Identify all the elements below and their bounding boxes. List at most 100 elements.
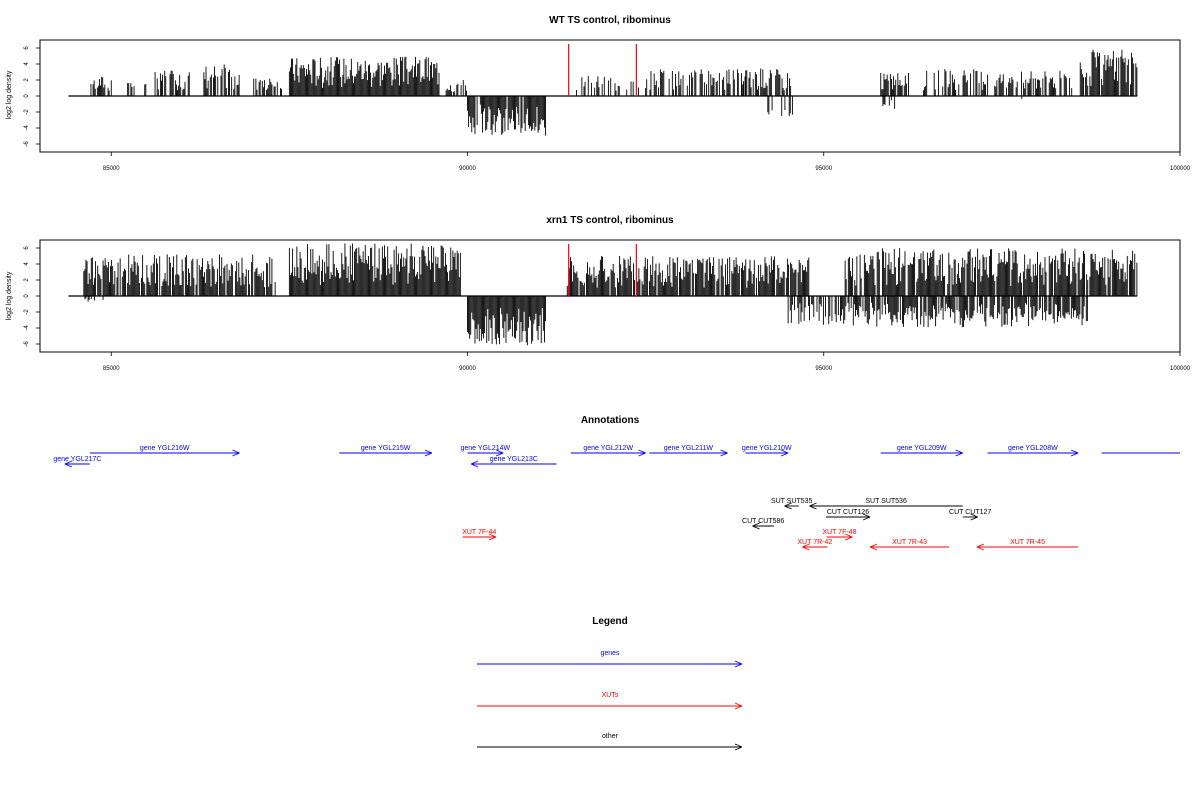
feature-label: gene YGL209W [897, 445, 947, 452]
arrowhead [638, 452, 646, 457]
annotation-feature: gene YGL215W [339, 445, 433, 457]
arrowhead [720, 452, 728, 457]
arrowhead [488, 536, 497, 541]
arrowhead [809, 502, 817, 507]
y-tick-label: 2 [24, 278, 30, 282]
arrowhead [638, 449, 646, 454]
x-tick-label: 85000 [103, 166, 120, 172]
arrowhead [970, 513, 978, 518]
y-tick-label: -4 [24, 125, 30, 131]
legend-title: Legend [592, 616, 628, 627]
annotation-feature: CUT CUT127 [949, 509, 991, 521]
arrowhead [64, 463, 73, 468]
feature-label: XUT 7F-48 [822, 529, 856, 536]
arrowhead [720, 449, 728, 454]
density-bars [83, 243, 1138, 346]
y-axis-label: log2 log density [6, 271, 13, 320]
annotations-panel: Annotations gene YGL216W gene YGL217C gene… [53, 415, 1180, 551]
arrowhead [1070, 452, 1079, 457]
arrowhead [869, 543, 878, 548]
x-tick-label: 95000 [815, 366, 832, 372]
annotation-feature: SUT SUT536 [809, 498, 963, 510]
arrowhead [232, 449, 240, 454]
annotation-feature: gene YGL209W [880, 445, 963, 457]
panel-1: WT TS control, ribominus log2 log density… [6, 15, 1191, 172]
arrowhead [955, 452, 963, 457]
arrowhead [734, 743, 743, 748]
feature-label: gene YGL213C [490, 456, 538, 463]
x-tick-label: 100000 [1170, 166, 1191, 172]
annotation-feature: XUT 7R-43 [869, 539, 950, 551]
feature-label: CUT CUT586 [742, 518, 784, 525]
arrowhead [470, 460, 479, 465]
feature-label: SUT SUT536 [865, 498, 907, 505]
feature-label: gene YGL217C [53, 456, 101, 463]
arrowhead [424, 452, 433, 457]
arrowhead [734, 660, 743, 665]
y-tick-label: 4 [24, 62, 30, 66]
feature-label: gene YGL215W [361, 445, 411, 452]
legend-label: other [602, 733, 619, 740]
arrowhead [488, 533, 497, 538]
arrowhead [734, 702, 743, 707]
arrowhead [802, 546, 810, 551]
arrowhead [862, 516, 871, 521]
arrowhead [752, 522, 760, 527]
annotation-feature: gene YGL210W [742, 445, 792, 457]
arrowhead [955, 449, 963, 454]
annotation-feature: XUT 7F-44 [462, 529, 497, 541]
y-tick-label: 2 [24, 78, 30, 82]
annotation-feature: gene YGL212W [570, 445, 646, 457]
feature-label: CUT CUT127 [949, 509, 991, 516]
y-tick-label: 4 [24, 262, 30, 266]
feature-label: XUT 7F-44 [462, 529, 496, 536]
annotation-feature: CUT CUT586 [742, 518, 784, 530]
y-axis-label: log2 log density [6, 70, 13, 119]
feature-label: XUT 7R-45 [1010, 539, 1045, 546]
density-panels: WT TS control, ribominus log2 log density… [6, 15, 1191, 372]
density-bars [90, 49, 1138, 136]
feature-label: gene YGL208W [1008, 445, 1058, 452]
x-tick-label: 90000 [459, 166, 476, 172]
y-tick-label: 6 [24, 46, 30, 50]
y-tick-label: -4 [24, 325, 30, 331]
arrowhead [869, 546, 878, 551]
annotation-feature: gene YGL214W [460, 445, 511, 457]
feature-label: gene YGL210W [742, 445, 792, 452]
arrowhead [780, 449, 789, 454]
arrowhead [845, 533, 853, 538]
annotation-feature: CUT CUT126 [825, 509, 871, 521]
panel-title: xrn1 TS control, ribominus [546, 215, 674, 226]
legend-item: other [477, 733, 743, 751]
arrowhead [495, 449, 504, 454]
legend-item: XUTs [477, 692, 743, 710]
arrowhead [1070, 449, 1079, 454]
feature-label: gene YGL214W [460, 445, 510, 452]
y-tick-label: -2 [24, 309, 30, 315]
y-tick-label: -6 [24, 141, 30, 147]
x-tick-label: 85000 [103, 366, 120, 372]
arrowhead [470, 463, 479, 468]
arrowhead [64, 460, 73, 465]
arrowhead [809, 505, 817, 510]
legend-label: genes [600, 650, 620, 657]
arrowhead [495, 452, 504, 457]
legend-item: genes [477, 650, 743, 668]
y-tick-label: -2 [24, 109, 30, 115]
annotation-feature: gene YGL213C [470, 456, 557, 468]
arrowhead [976, 546, 985, 551]
annotation-feature: XUT 7F-48 [822, 529, 857, 541]
feature-label: gene YGL211W [664, 445, 714, 452]
arrowhead [734, 746, 743, 751]
feature-label: gene YGL212W [583, 445, 633, 452]
arrowhead [784, 505, 792, 510]
annotation-feature: gene YGL208W [987, 445, 1079, 457]
y-tick-label: 6 [24, 246, 30, 250]
arrowhead [424, 449, 433, 454]
arrowhead [845, 536, 853, 541]
x-tick-label: 100000 [1170, 366, 1191, 372]
legend-label: XUTs [602, 692, 619, 699]
arrowhead [734, 705, 743, 710]
feature-label: XUT 7R-43 [892, 539, 927, 546]
feature-label: CUT CUT126 [827, 509, 869, 516]
